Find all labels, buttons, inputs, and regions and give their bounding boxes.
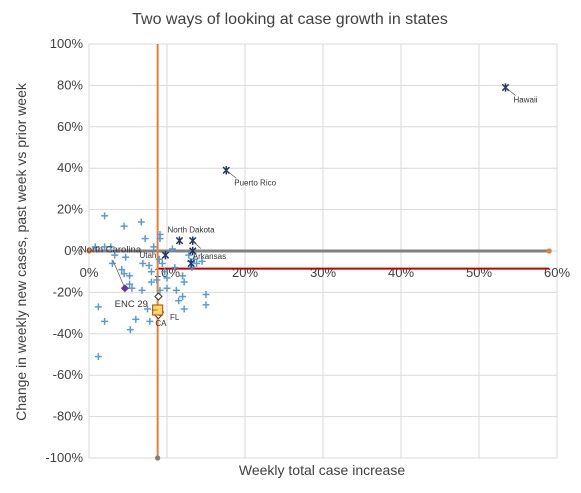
y-tick-label: 80% [57, 77, 83, 92]
plus-marker [132, 315, 140, 323]
y-tick-label: -40% [53, 326, 84, 341]
plus-marker [139, 259, 147, 267]
point-label: Arkansas [193, 252, 226, 261]
plus-marker [101, 212, 109, 220]
plus-marker [126, 326, 134, 334]
plus-marker [108, 259, 116, 267]
data-marks [86, 83, 552, 461]
plus-marker [138, 286, 146, 294]
open-diamond-marker [154, 292, 163, 301]
plus-marker [156, 235, 164, 243]
plus-marker [147, 278, 155, 286]
point-label: FL [170, 313, 180, 322]
y-tick-label: 100% [50, 36, 84, 51]
reference-point [86, 248, 92, 254]
plus-marker [202, 301, 210, 309]
x-tick-label: 30% [310, 265, 336, 280]
plus-marker [120, 222, 128, 230]
x-tick-label: 20% [232, 265, 258, 280]
plus-marker [198, 257, 206, 265]
point-label: Utah [139, 251, 156, 260]
point-label: CA [155, 319, 167, 328]
plus-marker [185, 251, 193, 259]
plus-marker [118, 266, 126, 274]
plus-marker [163, 284, 171, 292]
plus-marker [137, 218, 145, 226]
plus-marker [175, 297, 183, 305]
star-marker [175, 236, 184, 245]
plus-marker [179, 293, 187, 301]
star-marker [189, 246, 197, 256]
plus-marker [156, 286, 164, 294]
reference-lines [89, 44, 550, 458]
chart-title: Two ways of looking at case growth in st… [132, 11, 448, 28]
reference-point [155, 455, 161, 461]
y-tick-label: 0% [64, 243, 83, 258]
y-tick-label: -100% [45, 450, 83, 465]
plus-marker [179, 272, 187, 280]
y-tick-label: -20% [53, 284, 84, 299]
plus-marker [202, 290, 210, 298]
plus-marker [141, 235, 149, 243]
label-leader-line [505, 87, 516, 96]
label-leader-line [112, 260, 126, 289]
plus-marker [190, 255, 198, 263]
plus-marker [158, 259, 166, 267]
x-axis-label: Weekly total case increase [239, 462, 405, 478]
plus-marker [144, 305, 151, 313]
plus-marker [126, 272, 134, 280]
y-tick-label: 20% [57, 202, 83, 217]
x-tick-label: 40% [388, 265, 414, 280]
y-tick-label: 40% [57, 160, 83, 175]
plus-marker [120, 270, 128, 278]
plus-marker [146, 317, 154, 325]
point-label: North Carolina [80, 244, 142, 255]
plus-marker [180, 278, 188, 286]
point-label: North Dakota [167, 226, 215, 235]
plus-marker [180, 305, 188, 313]
plus-marker [147, 268, 155, 276]
plus-marker [111, 251, 119, 259]
star-marker [161, 250, 170, 260]
x-tick-label: 60% [544, 265, 570, 280]
plus-marker [122, 253, 130, 261]
star-marker [189, 236, 197, 245]
y-tick-label: -60% [53, 367, 84, 382]
label-leader-line [226, 169, 237, 179]
point-labels: Hawaii Puerto Rico North Dakota Arkansas Uta… [80, 87, 538, 328]
plus-marker [163, 274, 171, 282]
plus-marker [193, 259, 201, 267]
reference-point [546, 248, 552, 254]
plus-marker [94, 303, 102, 311]
plus-marker [145, 261, 153, 269]
y-tick-label: 60% [57, 119, 83, 134]
x-tick-label: 50% [466, 265, 492, 280]
plus-marker [128, 284, 136, 292]
point-label: Puerto Rico [234, 178, 276, 187]
plus-marker [161, 268, 169, 276]
star-marker [187, 259, 195, 268]
plus-marker [101, 243, 109, 251]
plus-marker [91, 243, 99, 251]
point-label: ENC 29 [115, 299, 148, 310]
plus-marker [155, 255, 163, 263]
point-label: Hawaii [514, 95, 538, 104]
x-tick-label: 0% [80, 265, 99, 280]
plus-marker [126, 280, 134, 288]
y-axis-label: Change in weekly new cases, past week vs… [13, 82, 29, 421]
plus-marker [94, 353, 102, 361]
label-leader-line [192, 240, 201, 249]
plus-marker [101, 317, 109, 325]
plus-marker [153, 276, 161, 284]
plus-marker [168, 245, 176, 253]
diamond-marker [120, 284, 129, 293]
y-tick-label: -80% [53, 409, 84, 424]
plus-marker [107, 243, 115, 251]
plus-marker [150, 243, 158, 251]
plus-marker [171, 264, 179, 272]
plus-marker [172, 286, 180, 294]
